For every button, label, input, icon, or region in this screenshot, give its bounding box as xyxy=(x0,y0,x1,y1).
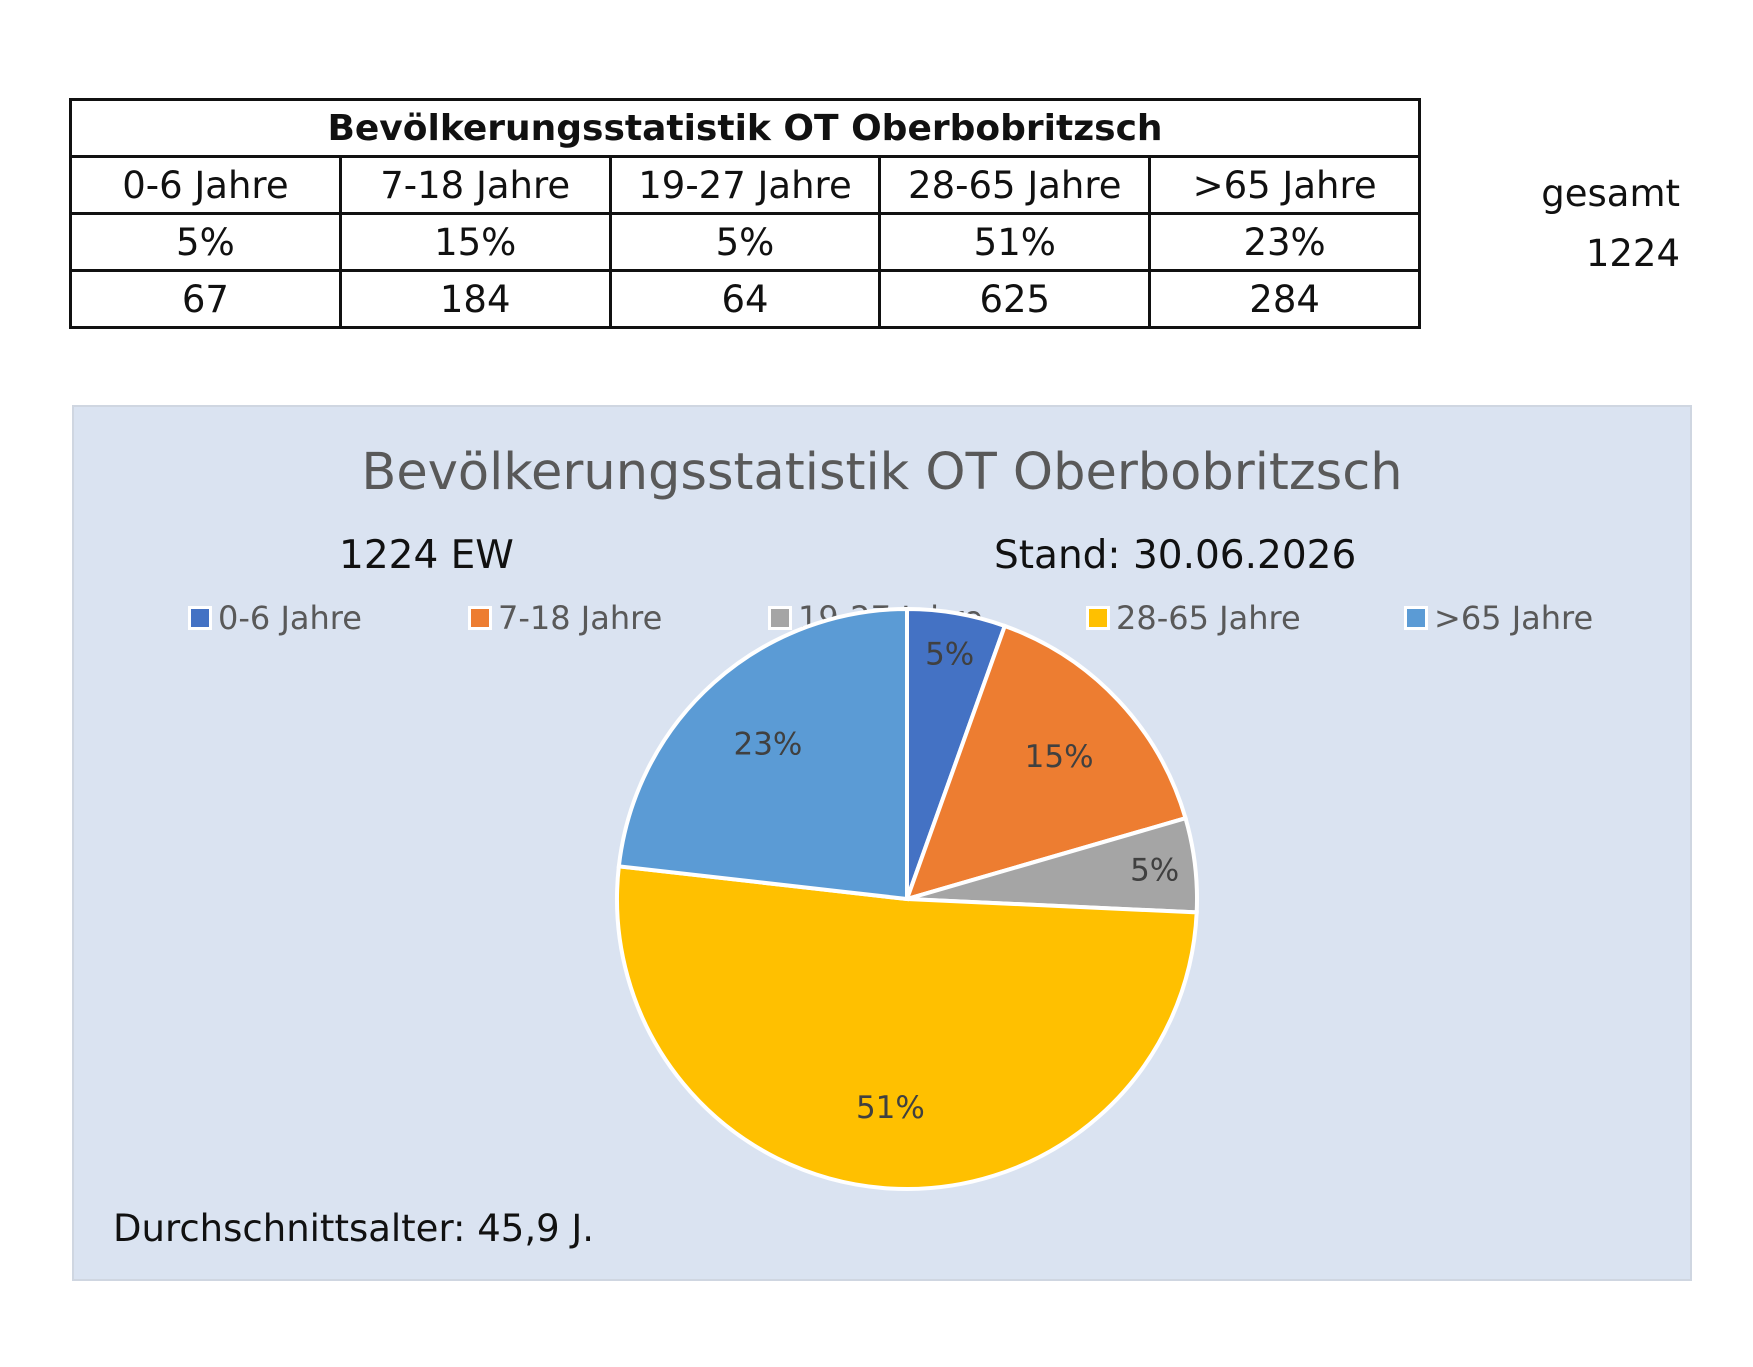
chart-population-label: 1224 EW xyxy=(339,533,514,578)
legend-swatch xyxy=(1086,606,1110,630)
table-cell: 51% xyxy=(878,212,1152,272)
pie-chart: 5% 15% 5% 51% 23% xyxy=(615,606,1199,1191)
chart-title: Bevölkerungsstatistik OT Oberbobritzsch xyxy=(361,443,1403,502)
pie-data-label: 5% xyxy=(1130,853,1179,889)
table-title: Bevölkerungsstatistik OT Oberbobritzsch xyxy=(69,98,1421,158)
pie-data-label: 23% xyxy=(733,726,802,762)
legend-label: 7-18 Jahre xyxy=(498,599,663,637)
table-header-cell: 7-18 Jahre xyxy=(338,155,612,215)
chart-panel: Bevölkerungsstatistik OT Oberbobritzsch … xyxy=(72,405,1692,1281)
legend-label: 0-6 Jahre xyxy=(218,599,362,637)
table-cell: 184 xyxy=(338,269,612,329)
table-cell: 15% xyxy=(338,212,612,272)
table-cell: 5% xyxy=(69,212,342,272)
table-header-row: 0-6 Jahre 7-18 Jahre 19-27 Jahre 28-65 J… xyxy=(69,155,1421,215)
table-cell: 23% xyxy=(1148,212,1421,272)
legend-swatch xyxy=(1404,606,1428,630)
legend-swatch xyxy=(468,606,492,630)
legend-label: 28-65 Jahre xyxy=(1116,599,1301,637)
total-label: gesamt xyxy=(1541,172,1680,215)
total-value: 1224 xyxy=(1585,232,1680,275)
average-age-label: Durchschnittsalter: 45,9 J. xyxy=(113,1207,595,1250)
total-block: gesamt 1224 xyxy=(1460,164,1680,284)
table-cell: 284 xyxy=(1148,269,1421,329)
table-percent-row: 5% 15% 5% 51% 23% xyxy=(69,212,1421,272)
chart-date-label: Stand: 30.06.2026 xyxy=(994,533,1357,578)
table-header-cell: >65 Jahre xyxy=(1148,155,1421,215)
legend-item: >65 Jahre xyxy=(1404,599,1593,637)
table-header-cell: 19-27 Jahre xyxy=(608,155,882,215)
pie-data-label: 15% xyxy=(1025,739,1094,775)
table-title-row: Bevölkerungsstatistik OT Oberbobritzsch xyxy=(69,98,1421,158)
pie-slice xyxy=(616,606,909,902)
legend-swatch xyxy=(188,606,212,630)
legend-item: 28-65 Jahre xyxy=(1086,599,1301,637)
pie-slice xyxy=(615,864,1199,1191)
legend-item: 0-6 Jahre xyxy=(188,599,362,637)
table-cell: 64 xyxy=(608,269,882,329)
table-cell: 625 xyxy=(878,269,1152,329)
legend-swatch xyxy=(768,606,792,630)
pie-slice xyxy=(903,623,1188,903)
table-cell: 5% xyxy=(608,212,882,272)
table-count-row: 67 184 64 625 284 xyxy=(69,269,1421,329)
pie-data-label: 51% xyxy=(856,1090,925,1126)
table-header-cell: 0-6 Jahre xyxy=(69,155,342,215)
table-cell: 67 xyxy=(69,269,342,329)
pie-data-label: 5% xyxy=(925,636,974,672)
statistics-table: Bevölkerungsstatistik OT Oberbobritzsch … xyxy=(69,98,1421,329)
legend-label: >65 Jahre xyxy=(1434,599,1594,637)
table-header-cell: 28-65 Jahre xyxy=(878,155,1152,215)
legend-item: 7-18 Jahre xyxy=(468,599,662,637)
